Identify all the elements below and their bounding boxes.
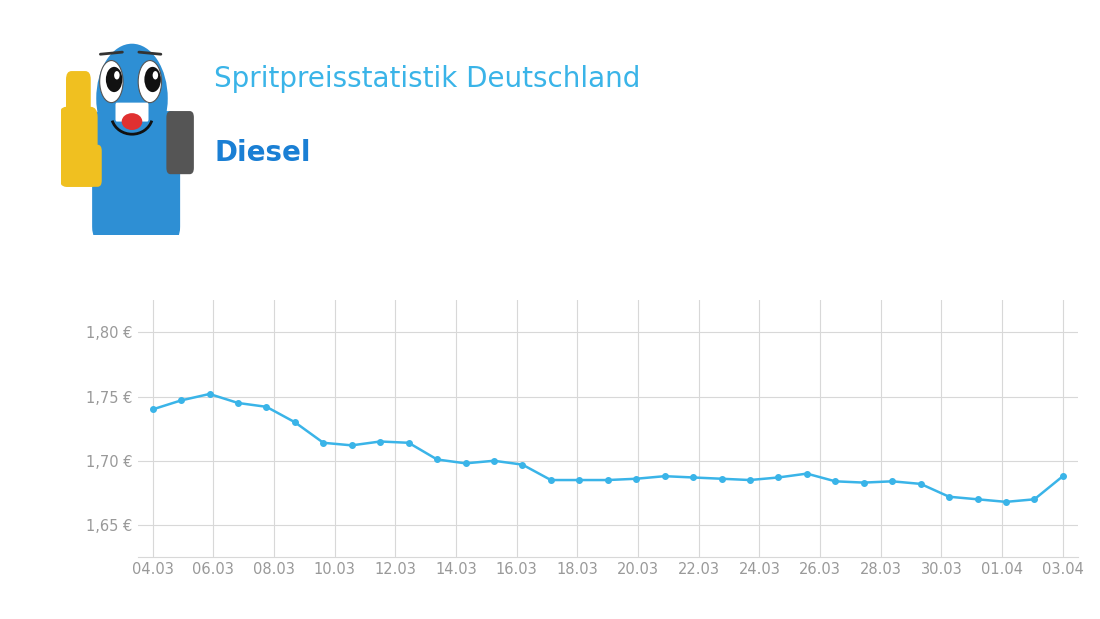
Circle shape bbox=[97, 44, 167, 153]
Ellipse shape bbox=[139, 61, 162, 103]
Circle shape bbox=[114, 71, 120, 79]
Circle shape bbox=[106, 67, 122, 92]
Circle shape bbox=[144, 67, 161, 92]
FancyBboxPatch shape bbox=[166, 111, 194, 174]
Circle shape bbox=[153, 71, 158, 79]
Text: Diesel: Diesel bbox=[214, 139, 311, 167]
Ellipse shape bbox=[100, 61, 123, 103]
FancyBboxPatch shape bbox=[59, 107, 98, 187]
Ellipse shape bbox=[122, 113, 142, 130]
FancyBboxPatch shape bbox=[66, 71, 90, 134]
FancyBboxPatch shape bbox=[92, 111, 180, 241]
FancyBboxPatch shape bbox=[116, 103, 148, 121]
Text: Spritpreisstatistik Deutschland: Spritpreisstatistik Deutschland bbox=[214, 65, 641, 93]
FancyBboxPatch shape bbox=[64, 145, 101, 187]
